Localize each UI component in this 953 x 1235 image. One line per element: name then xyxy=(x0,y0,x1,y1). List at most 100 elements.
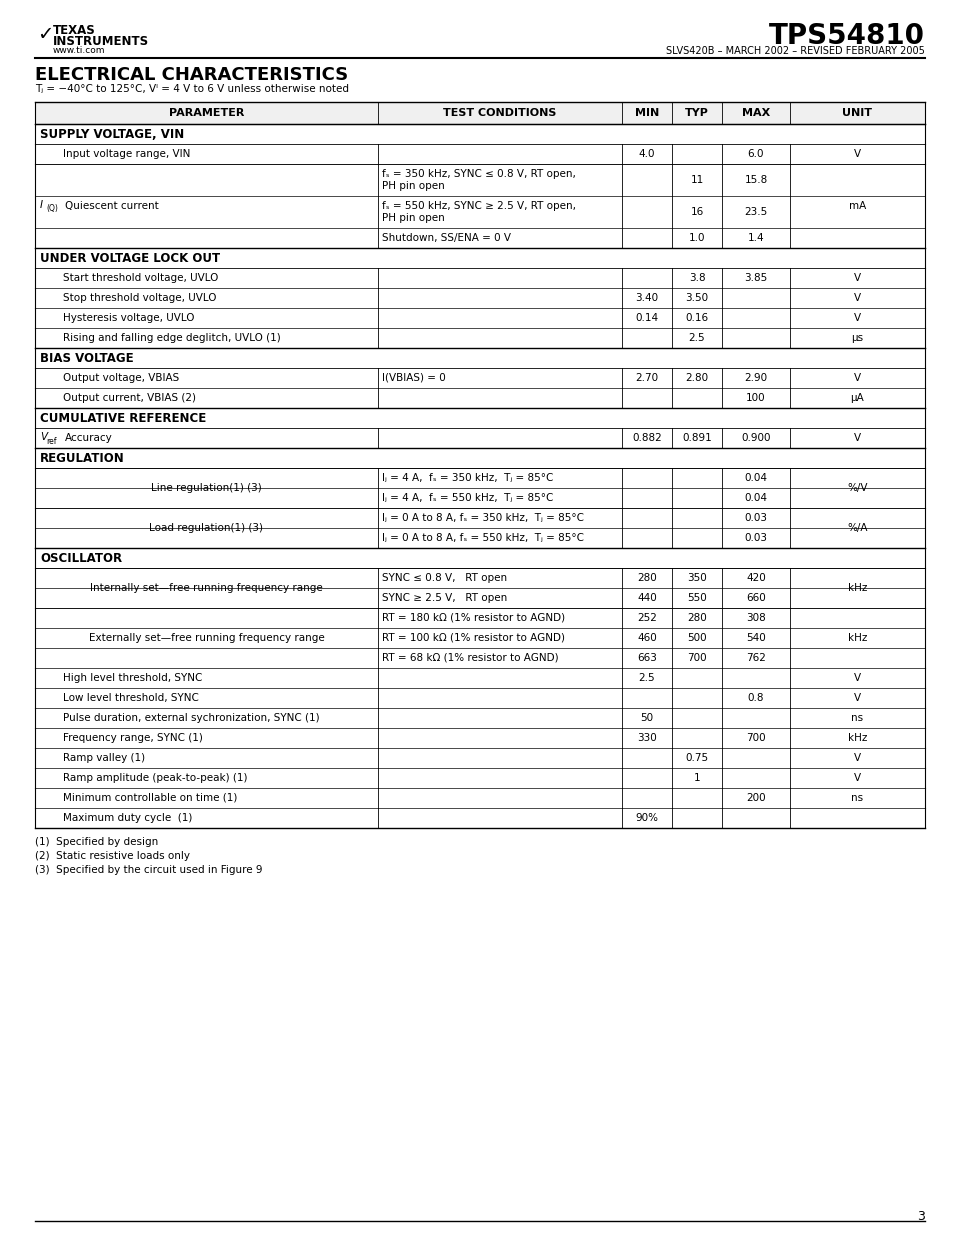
Text: 2.70: 2.70 xyxy=(635,373,658,383)
Text: TYP: TYP xyxy=(684,107,708,119)
Text: 3.8: 3.8 xyxy=(688,273,704,283)
Text: V: V xyxy=(853,312,861,324)
Text: 200: 200 xyxy=(745,793,765,803)
Text: UNDER VOLTAGE LOCK OUT: UNDER VOLTAGE LOCK OUT xyxy=(40,252,220,264)
Text: Externally set—free running frequency range: Externally set—free running frequency ra… xyxy=(89,634,324,643)
Text: (2)  Static resistive loads only: (2) Static resistive loads only xyxy=(35,851,190,861)
Text: V: V xyxy=(853,373,861,383)
Text: Minimum controllable on time (1): Minimum controllable on time (1) xyxy=(63,793,237,803)
Text: (3)  Specified by the circuit used in Figure 9: (3) Specified by the circuit used in Fig… xyxy=(35,864,262,876)
Text: SYNC ≥ 2.5 V,   RT open: SYNC ≥ 2.5 V, RT open xyxy=(381,593,507,603)
Bar xyxy=(35,408,924,429)
Text: V: V xyxy=(853,673,861,683)
Text: (Q): (Q) xyxy=(46,205,58,214)
Text: V: V xyxy=(853,773,861,783)
Text: 0.14: 0.14 xyxy=(635,312,658,324)
Text: Stop threshold voltage, UVLO: Stop threshold voltage, UVLO xyxy=(63,293,216,303)
Text: (1)  Specified by design: (1) Specified by design xyxy=(35,837,158,847)
Text: fₛ = 350 kHz, SYNC ≤ 0.8 V, RT open,: fₛ = 350 kHz, SYNC ≤ 0.8 V, RT open, xyxy=(381,169,576,179)
Text: 500: 500 xyxy=(686,634,706,643)
Text: 280: 280 xyxy=(686,613,706,622)
Text: %/V: %/V xyxy=(846,483,867,493)
Text: High level threshold, SYNC: High level threshold, SYNC xyxy=(63,673,202,683)
Text: kHz: kHz xyxy=(847,583,866,593)
Text: 3.85: 3.85 xyxy=(743,273,767,283)
Text: 2.80: 2.80 xyxy=(684,373,708,383)
Text: V: V xyxy=(853,753,861,763)
Text: Pulse duration, external sychronization, SYNC (1): Pulse duration, external sychronization,… xyxy=(63,713,319,722)
Text: Maximum duty cycle  (1): Maximum duty cycle (1) xyxy=(63,813,193,823)
Text: Input voltage range, VIN: Input voltage range, VIN xyxy=(63,149,191,159)
Text: Line regulation(1) (3): Line regulation(1) (3) xyxy=(151,483,262,493)
Text: PH pin open: PH pin open xyxy=(381,182,444,191)
Bar xyxy=(35,103,924,124)
Text: 252: 252 xyxy=(637,613,657,622)
Text: 460: 460 xyxy=(637,634,657,643)
Text: 0.03: 0.03 xyxy=(743,513,767,522)
Text: 420: 420 xyxy=(745,573,765,583)
Text: Rising and falling edge deglitch, UVLO (1): Rising and falling edge deglitch, UVLO (… xyxy=(63,333,280,343)
Text: Load regulation(1) (3): Load regulation(1) (3) xyxy=(150,522,263,534)
Text: MAX: MAX xyxy=(741,107,769,119)
Text: INSTRUMENTS: INSTRUMENTS xyxy=(53,35,149,48)
Text: Ramp valley (1): Ramp valley (1) xyxy=(63,753,145,763)
Text: V: V xyxy=(853,433,861,443)
Text: ✓: ✓ xyxy=(37,25,53,44)
Text: 4.0: 4.0 xyxy=(639,149,655,159)
Text: 330: 330 xyxy=(637,734,657,743)
Text: 3: 3 xyxy=(916,1210,924,1224)
Text: 660: 660 xyxy=(745,593,765,603)
Text: 663: 663 xyxy=(637,653,657,663)
Text: 0.75: 0.75 xyxy=(684,753,708,763)
Text: 1.4: 1.4 xyxy=(747,233,763,243)
Text: 0.8: 0.8 xyxy=(747,693,763,703)
Text: UNIT: UNIT xyxy=(841,107,872,119)
Text: Frequency range, SYNC (1): Frequency range, SYNC (1) xyxy=(63,734,203,743)
Text: Ramp amplitude (peak-to-peak) (1): Ramp amplitude (peak-to-peak) (1) xyxy=(63,773,247,783)
Text: SUPPLY VOLTAGE, VIN: SUPPLY VOLTAGE, VIN xyxy=(40,127,184,141)
Text: 3.50: 3.50 xyxy=(684,293,708,303)
Text: Iⱼ = 0 A to 8 A, fₛ = 550 kHz,  Tⱼ = 85°C: Iⱼ = 0 A to 8 A, fₛ = 550 kHz, Tⱼ = 85°C xyxy=(381,534,583,543)
Text: V: V xyxy=(40,432,47,442)
Text: TPS54810: TPS54810 xyxy=(768,22,924,49)
Text: ns: ns xyxy=(850,713,862,722)
Text: 50: 50 xyxy=(639,713,653,722)
Text: 440: 440 xyxy=(637,593,657,603)
Text: 0.882: 0.882 xyxy=(632,433,661,443)
Bar xyxy=(35,124,924,144)
Text: 0.04: 0.04 xyxy=(743,473,767,483)
Text: OSCILLATOR: OSCILLATOR xyxy=(40,552,122,564)
Text: 350: 350 xyxy=(686,573,706,583)
Text: ns: ns xyxy=(850,793,862,803)
Text: V: V xyxy=(853,693,861,703)
Text: Low level threshold, SYNC: Low level threshold, SYNC xyxy=(63,693,198,703)
Text: Accuracy: Accuracy xyxy=(65,433,112,443)
Text: 3.40: 3.40 xyxy=(635,293,658,303)
Text: TEXAS: TEXAS xyxy=(53,23,95,37)
Text: PARAMETER: PARAMETER xyxy=(169,107,244,119)
Text: %/A: %/A xyxy=(846,522,867,534)
Text: REGULATION: REGULATION xyxy=(40,452,125,464)
Text: CUMULATIVE REFERENCE: CUMULATIVE REFERENCE xyxy=(40,411,206,425)
Text: 2.90: 2.90 xyxy=(743,373,767,383)
Text: RT = 68 kΩ (1% resistor to AGND): RT = 68 kΩ (1% resistor to AGND) xyxy=(381,653,558,663)
Text: ref: ref xyxy=(46,436,56,446)
Text: 0.04: 0.04 xyxy=(743,493,767,503)
Text: 2.5: 2.5 xyxy=(638,673,655,683)
Text: Output current, VBIAS (2): Output current, VBIAS (2) xyxy=(63,393,195,403)
Text: V: V xyxy=(853,293,861,303)
Bar xyxy=(35,248,924,268)
Text: 2.5: 2.5 xyxy=(688,333,704,343)
Text: mA: mA xyxy=(848,201,865,211)
Text: 15.8: 15.8 xyxy=(743,175,767,185)
Text: fₛ = 550 kHz, SYNC ≥ 2.5 V, RT open,: fₛ = 550 kHz, SYNC ≥ 2.5 V, RT open, xyxy=(381,201,576,211)
Text: I: I xyxy=(40,200,43,210)
Text: 308: 308 xyxy=(745,613,765,622)
Text: 1: 1 xyxy=(693,773,700,783)
Text: 0.891: 0.891 xyxy=(681,433,711,443)
Text: BIAS VOLTAGE: BIAS VOLTAGE xyxy=(40,352,133,364)
Bar xyxy=(35,548,924,568)
Text: Iⱼ = 4 A,  fₛ = 350 kHz,  Tⱼ = 85°C: Iⱼ = 4 A, fₛ = 350 kHz, Tⱼ = 85°C xyxy=(381,473,553,483)
Text: MIN: MIN xyxy=(634,107,659,119)
Text: 540: 540 xyxy=(745,634,765,643)
